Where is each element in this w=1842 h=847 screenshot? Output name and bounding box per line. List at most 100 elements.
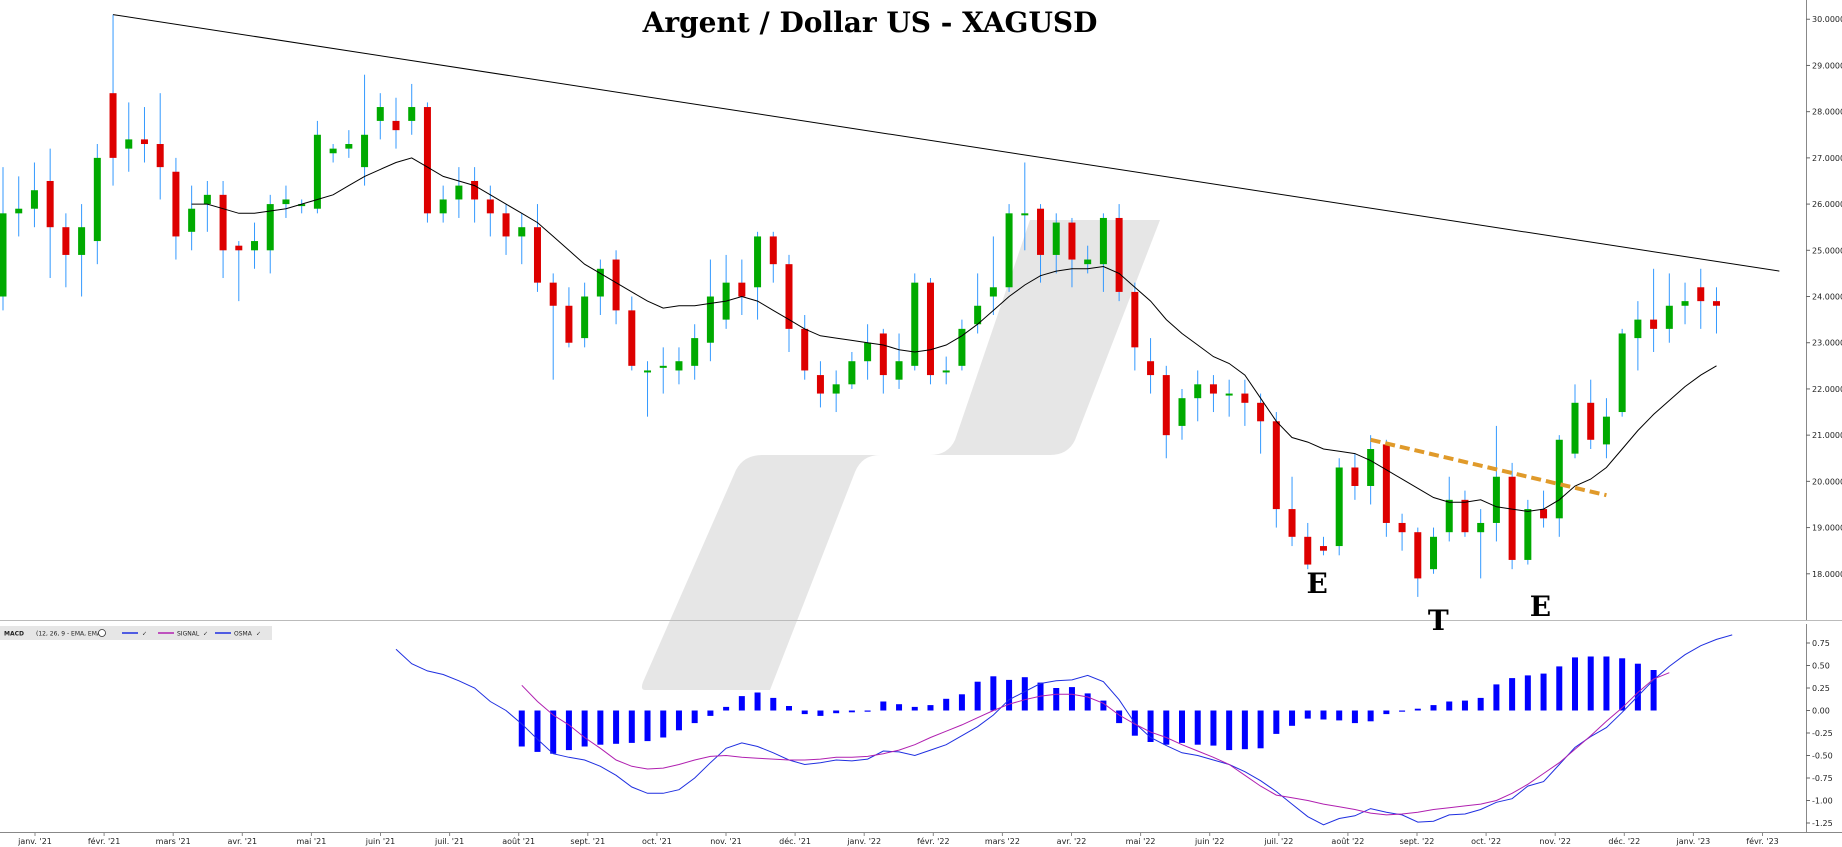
osma-bar (1414, 708, 1421, 711)
candle (361, 74, 369, 186)
candle-body (455, 185, 463, 200)
candle-body (1665, 305, 1673, 329)
candle-body (219, 194, 227, 251)
neckline-dashed (1370, 437, 1607, 498)
price-y-axis: 18.0000 19.0000 20.0000 21.0000 22.0000 23.00… (1806, 15, 1842, 579)
chart-title: Argent / Dollar US - XAGUSD (642, 6, 1098, 39)
macd-y-tick-label: -1.00 (1812, 797, 1833, 806)
x-tick-label: févr. '21 (88, 836, 121, 846)
osma-legend-label: OSMA (234, 631, 253, 638)
candle-body (188, 208, 196, 232)
candle (30, 162, 38, 228)
candle-body (203, 194, 211, 205)
candle (675, 347, 683, 385)
x-tick-label: sept. '21 (570, 837, 605, 846)
osma-bar (1399, 710, 1406, 712)
candle-body (1587, 402, 1595, 440)
osma-bar (1116, 710, 1123, 724)
osma-bar (801, 710, 808, 715)
candle-body (1225, 393, 1233, 396)
candle (486, 185, 494, 237)
candle (392, 97, 400, 149)
candle-body (1508, 476, 1516, 560)
candle (1272, 412, 1280, 528)
osma-bar (1210, 710, 1217, 746)
price-y-tick-label: 20.0000 (1812, 477, 1842, 486)
candle (628, 296, 636, 371)
osma-bar (1006, 679, 1013, 711)
candle (345, 130, 353, 158)
candle (251, 222, 259, 269)
candle (329, 144, 337, 163)
osma-bar (833, 710, 840, 714)
candle-body (408, 107, 416, 121)
candle-body (1052, 222, 1060, 255)
candle-body (1712, 301, 1720, 306)
osma-bar (1226, 710, 1233, 751)
candle-body (1492, 476, 1500, 523)
candle (565, 287, 573, 348)
candle (376, 93, 384, 140)
candle-body (895, 361, 903, 380)
candle (816, 361, 824, 408)
candle (282, 185, 290, 218)
candle (62, 213, 70, 288)
candle-body (423, 107, 431, 214)
candle (266, 194, 274, 274)
signal-check-icon[interactable]: ✓ (203, 631, 208, 638)
candle-body (1398, 522, 1406, 533)
settings-icon[interactable] (98, 629, 106, 637)
candle (172, 157, 180, 260)
candle-body (864, 342, 872, 362)
candle-body (706, 296, 714, 343)
macd-check-icon[interactable]: ✓ (142, 631, 147, 638)
candle (298, 199, 306, 214)
candle (832, 370, 840, 413)
osma-bar (534, 710, 541, 752)
macd-legend[interactable]: MACD (12, 26, 9 - EMA, EMA) ✓ SIGNAL ✓ O… (0, 626, 272, 640)
candle-body (282, 199, 290, 205)
candle (1665, 273, 1673, 343)
candle-body (1005, 213, 1013, 288)
osma-bar (675, 710, 682, 731)
candle-body (1115, 217, 1123, 292)
candle (408, 83, 416, 135)
candle (879, 328, 887, 394)
osma-bar (958, 694, 965, 711)
moving-average-line (191, 157, 1717, 512)
price-y-tick-label: 29.0000 (1812, 61, 1842, 70)
macd-y-tick-label: -0.75 (1812, 774, 1833, 783)
candle (1304, 522, 1312, 570)
candle-body (1021, 213, 1029, 216)
candle (895, 333, 903, 389)
x-tick-label: déc. '22 (1608, 836, 1640, 846)
price-y-tick-label: 18.0000 (1812, 570, 1842, 579)
osma-bar (707, 710, 714, 716)
osma-bar (597, 710, 604, 745)
x-tick-label: août '21 (502, 837, 535, 846)
osma-bar (1477, 697, 1484, 711)
candle (1099, 213, 1107, 292)
candle-body (1571, 402, 1579, 454)
candle-body (486, 199, 494, 214)
candle (423, 102, 431, 223)
candle-body (251, 241, 259, 251)
osma-bar (1650, 670, 1657, 711)
candle (140, 107, 148, 163)
candle-body (738, 282, 746, 297)
candle-body (1650, 319, 1658, 329)
macd-y-tick-label: -0.50 (1812, 752, 1833, 761)
candle (203, 180, 211, 232)
macd-indicator-label: MACD (4, 631, 24, 638)
candle-body (549, 282, 557, 306)
candle (769, 231, 777, 283)
osma-bar (644, 710, 651, 742)
candle (691, 324, 699, 380)
candle-body (1272, 421, 1280, 510)
candle (848, 351, 856, 389)
descending-trendline (112, 14, 1780, 272)
osma-bar (1194, 710, 1201, 745)
candle (1508, 462, 1516, 570)
osma-check-icon[interactable]: ✓ (256, 631, 261, 638)
price-y-tick-label: 27.0000 (1812, 154, 1842, 163)
